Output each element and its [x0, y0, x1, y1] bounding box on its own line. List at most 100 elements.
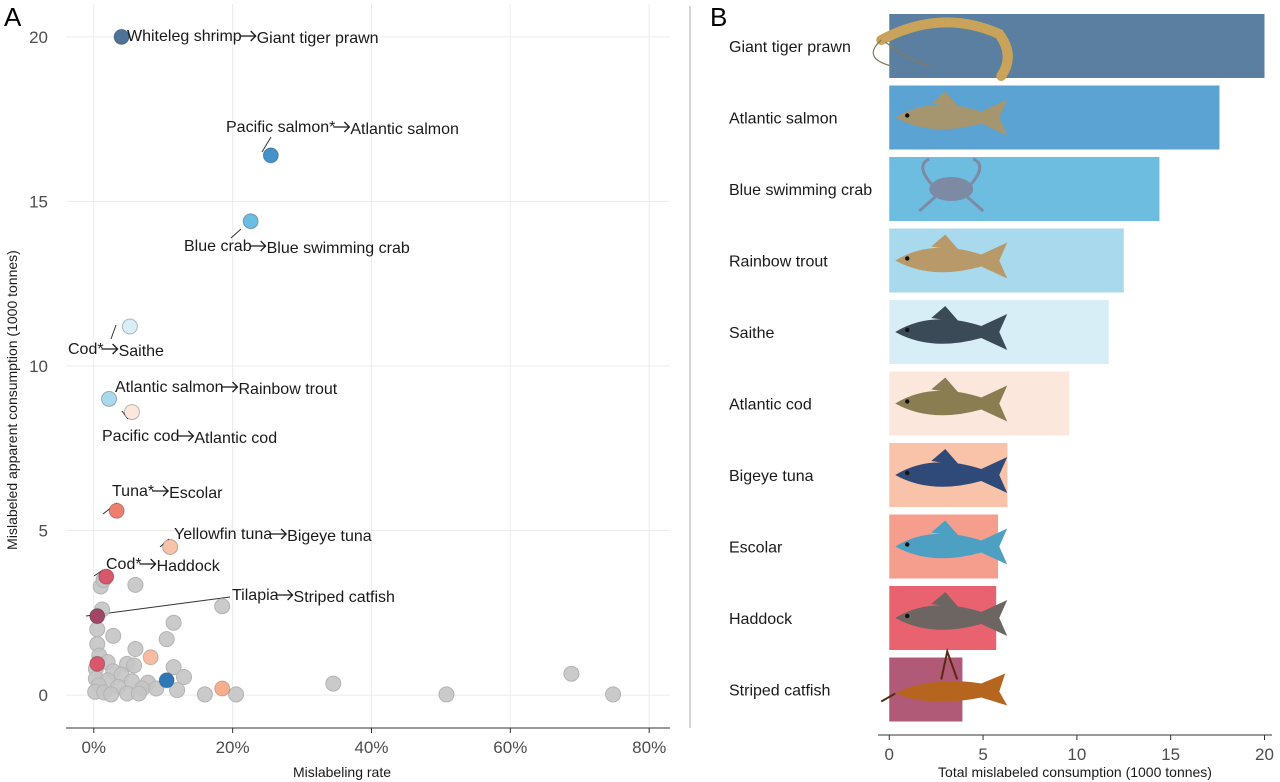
- highlighted-point: [121, 318, 138, 335]
- annotation-target: Escolar: [169, 485, 223, 502]
- colored-point: [214, 680, 231, 697]
- fish-fin: [931, 91, 960, 108]
- fish-body: [895, 528, 1008, 565]
- annotation-target: Atlantic salmon: [350, 121, 459, 138]
- fish-fin: [931, 520, 960, 537]
- y-tick-label: 5: [39, 522, 48, 541]
- panel-a-grid: [66, 4, 670, 728]
- panel-b-letter: B: [710, 2, 727, 32]
- bar-row: Atlantic salmon: [729, 85, 1220, 150]
- background-point: [228, 686, 245, 703]
- highlighted-point: [113, 28, 130, 45]
- background-point: [130, 685, 147, 702]
- annotation-arrowhead: [162, 485, 170, 497]
- shrimp-icon: [872, 17, 1013, 81]
- b-x-tick-label: 10: [1067, 745, 1086, 764]
- catfish-body: [895, 673, 1008, 706]
- annotation-target: Saithe: [119, 343, 164, 360]
- b-x-tick-label: 15: [1161, 745, 1180, 764]
- annotation-source: Tilapia: [232, 587, 279, 604]
- background-point: [325, 675, 342, 692]
- category-label: Bigeye tuna: [729, 468, 814, 485]
- x-tick-label: 60%: [493, 738, 527, 757]
- category-label: Escolar: [729, 540, 783, 557]
- panel-a-scatter: A 0% 20% 40% 60% 80% 0 5 10 15 20 Mislabeling ra…: [4, 2, 670, 780]
- annotation-leaders: [85, 136, 272, 617]
- highlighted-point: [89, 608, 106, 625]
- b-x-axis-ticks: 0 5 10 15 20: [885, 735, 1274, 764]
- category-label: Haddock: [729, 611, 793, 628]
- tuna-icon: [895, 449, 1008, 493]
- y-tick-label: 10: [29, 357, 48, 376]
- fish-eye: [905, 256, 910, 261]
- y-tick-label: 0: [39, 686, 48, 705]
- point-annotation: Yellowfin tuna Bigeye tuna: [174, 526, 372, 545]
- background-point: [127, 576, 144, 593]
- crab-legs: [918, 157, 985, 213]
- fish-fin: [931, 449, 960, 465]
- fish-eye: [905, 327, 910, 333]
- panel-a-letter: A: [4, 2, 22, 32]
- panel-b-barchart: B Giant tiger prawn Atlantic salmon Blue s…: [710, 2, 1274, 780]
- point-annotation: Whiteleg shrimp Giant tiger prawn: [127, 28, 379, 47]
- highlighted-point: [242, 213, 259, 230]
- annotation-target: Atlantic cod: [194, 430, 277, 447]
- crab-icon: [918, 157, 985, 213]
- point-annotation: Pacific salmon* Atlantic salmon: [226, 119, 459, 138]
- x-tick-label: 0%: [81, 738, 106, 757]
- b-x-tick-label: 5: [978, 745, 987, 764]
- background-point: [214, 598, 231, 615]
- point-annotation: Tuna* Escolar: [112, 483, 223, 502]
- background-point: [438, 686, 455, 703]
- x-axis-ticks: 0% 20% 40% 60% 80%: [81, 728, 666, 757]
- annotation-target: Haddock: [157, 558, 221, 575]
- fish-fin: [931, 234, 960, 251]
- annotation-arrowhead: [232, 381, 239, 393]
- fish-eye: [905, 113, 910, 118]
- annotation-source: Cod*: [106, 556, 142, 573]
- highlighted-point: [101, 390, 118, 407]
- background-point: [605, 686, 622, 703]
- fish-body: [895, 385, 1008, 422]
- fish-fin: [931, 592, 960, 608]
- annotation-source: Tuna*: [112, 483, 154, 500]
- catfish-fin: [880, 647, 959, 703]
- annotation-arrowhead: [280, 528, 288, 540]
- b-x-tick-label: 0: [885, 745, 894, 764]
- highlighted-point: [123, 404, 140, 421]
- background-point: [563, 665, 580, 682]
- background-point: [148, 680, 165, 697]
- bar-row: Giant tiger prawn: [729, 14, 1265, 81]
- annotation-source: Yellowfin tuna: [174, 526, 272, 543]
- highlighted-point: [98, 568, 115, 585]
- highlighted-point: [262, 147, 279, 164]
- background-point: [196, 686, 213, 703]
- background-point: [165, 659, 182, 676]
- background-point: [127, 641, 144, 658]
- background-points: [87, 571, 622, 703]
- annotation-source: Pacific cod: [102, 428, 179, 445]
- category-label: Giant tiger prawn: [729, 39, 851, 56]
- annotation-arrowhead: [150, 558, 157, 570]
- y-tick-label: 20: [29, 28, 48, 47]
- catfish-icon: [880, 647, 1008, 706]
- annotation-target: Bigeye tuna: [287, 528, 372, 545]
- annotation-arrowhead: [250, 30, 257, 42]
- y-axis-ticks: 0 5 10 15 20: [29, 28, 48, 705]
- b-x-tick-label: 20: [1255, 745, 1274, 764]
- point-annotation: Atlantic salmon Rainbow trout: [115, 379, 338, 398]
- category-label: Saithe: [729, 325, 774, 342]
- bar-row: Bigeye tuna: [729, 443, 1008, 507]
- fish-body: [895, 314, 1008, 350]
- annotation-target: Striped catfish: [294, 589, 395, 606]
- haddock-icon: [895, 592, 1008, 636]
- annotation-arrowhead: [112, 343, 119, 355]
- background-point: [165, 614, 182, 631]
- salmon-icon: [895, 91, 1008, 136]
- shrimp-body: [876, 17, 1013, 81]
- y-tick-label: 15: [29, 192, 48, 211]
- fish-body: [895, 457, 1008, 493]
- bar-row: Striped catfish: [729, 647, 1008, 722]
- annotation-source: Whiteleg shrimp: [127, 28, 242, 45]
